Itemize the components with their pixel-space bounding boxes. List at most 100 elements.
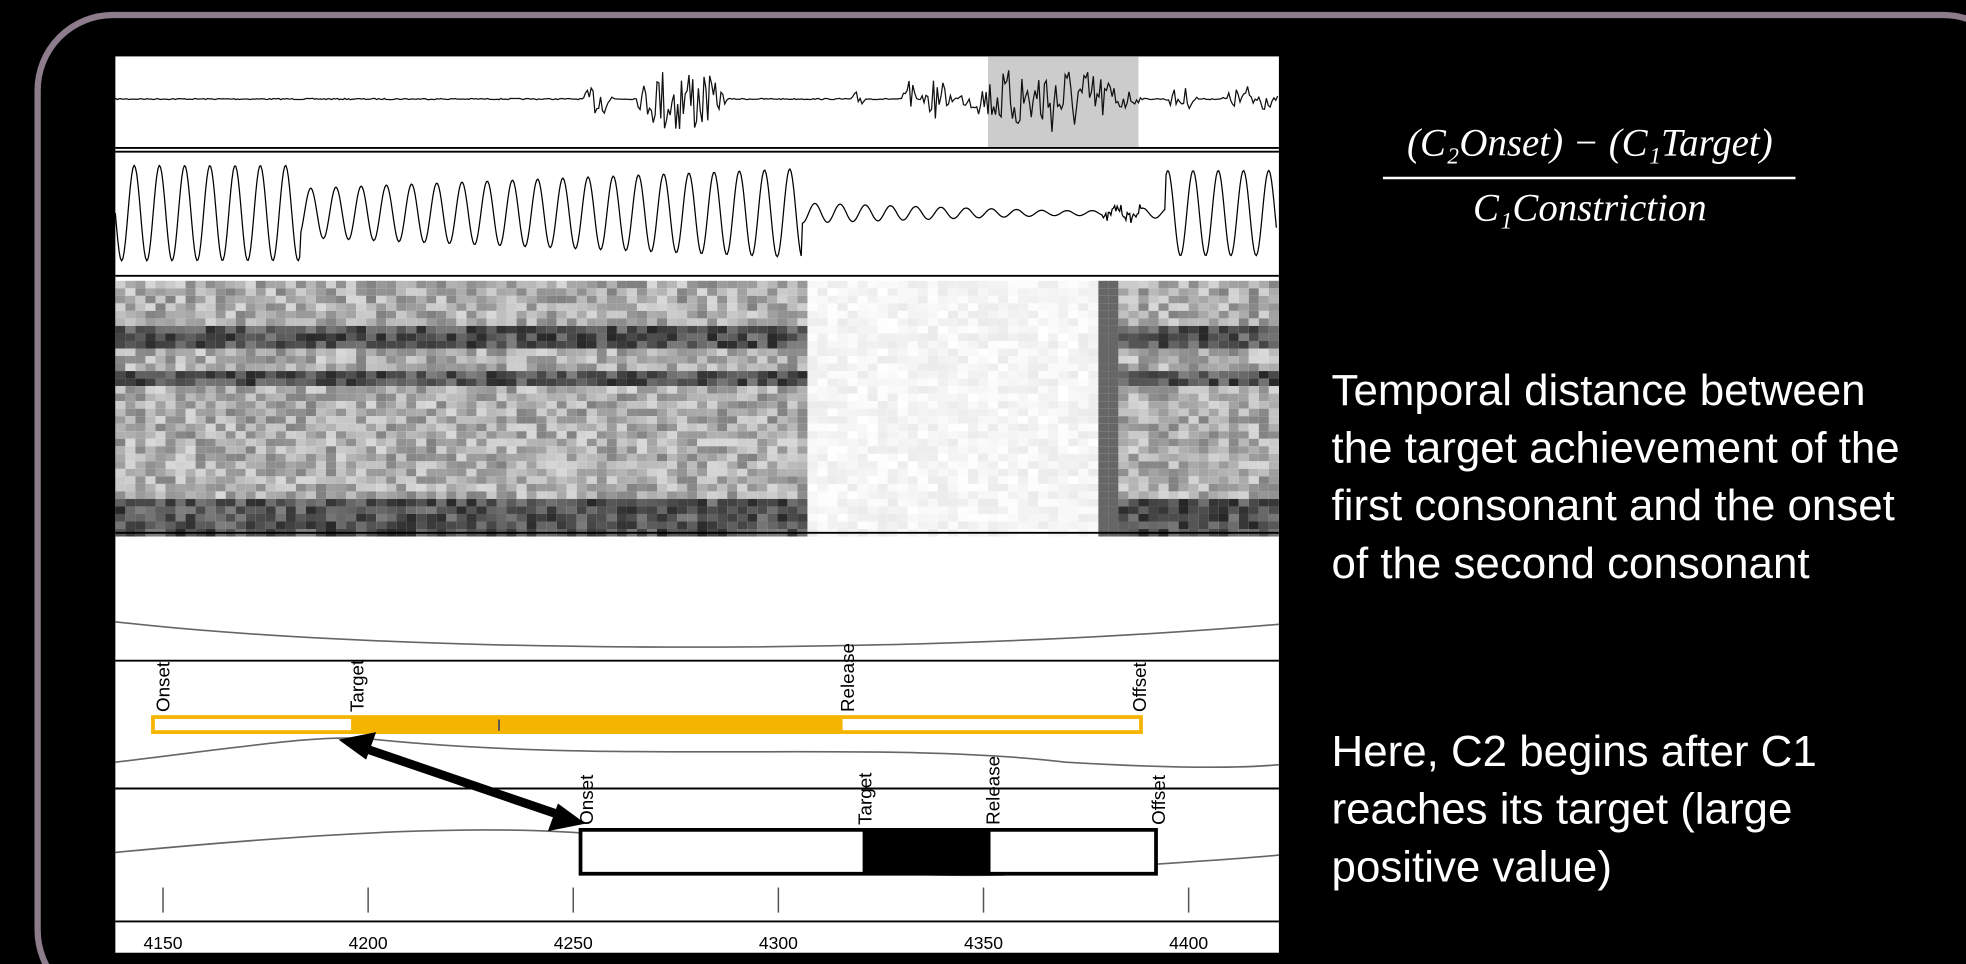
spectrogram-cell — [627, 506, 637, 514]
spectrogram-cell — [497, 401, 507, 409]
spectrogram-cell — [627, 439, 637, 447]
spectrogram-cell — [1169, 439, 1179, 447]
spectrogram-cell — [988, 499, 998, 507]
spectrogram-cell — [1259, 484, 1269, 492]
spectrogram-cell — [918, 379, 928, 387]
spectrogram-cell — [166, 348, 176, 356]
spectrogram-cell — [456, 394, 466, 402]
spectrogram-cell — [928, 379, 938, 387]
spectrogram-cell — [537, 296, 547, 304]
spectrogram-cell — [617, 401, 627, 409]
spectrogram-cell — [577, 364, 587, 372]
spectrogram-cell — [1028, 446, 1038, 454]
spectrogram-cell — [527, 439, 537, 447]
spectrogram-cell — [115, 409, 125, 417]
spectrogram-cell — [466, 364, 476, 372]
spectrogram-cell — [356, 484, 366, 492]
spectrogram-cell — [928, 318, 938, 326]
spectrogram-cell — [557, 318, 567, 326]
spectrogram-cell — [115, 303, 125, 311]
spectrogram-cell — [296, 379, 306, 387]
spectrogram-cell — [1229, 394, 1239, 402]
spectrogram-cell — [958, 364, 968, 372]
spectrogram-cell — [426, 356, 436, 364]
spectrogram-cell — [1179, 318, 1189, 326]
spectrogram-cell — [898, 476, 908, 484]
spectrogram-cell — [607, 416, 617, 424]
spectrogram-cell — [647, 401, 657, 409]
spectrogram-cell — [1088, 401, 1098, 409]
spectrogram-cell — [817, 499, 827, 507]
spectrogram-cell — [426, 281, 436, 289]
spectrogram-cell — [125, 394, 135, 402]
spectrogram-cell — [155, 476, 165, 484]
spectrogram-cell — [466, 461, 476, 469]
spectrogram-cell — [1108, 476, 1118, 484]
spectrogram-cell — [888, 439, 898, 447]
spectrogram-cell — [456, 499, 466, 507]
spectrogram-cell — [637, 499, 647, 507]
spectrogram-cell — [366, 424, 376, 432]
spectrogram-cell — [848, 506, 858, 514]
spectrogram-cell — [1169, 348, 1179, 356]
spectrogram-cell — [145, 506, 155, 514]
spectrogram-cell — [1249, 476, 1259, 484]
spectrogram-cell — [777, 348, 787, 356]
spectrogram-cell — [888, 469, 898, 477]
spectrogram-cell — [727, 394, 737, 402]
spectrogram-cell — [928, 514, 938, 522]
spectrogram-cell — [707, 371, 717, 379]
spectrogram-cell — [1018, 439, 1028, 447]
desc-line: first consonant and the onset — [1332, 481, 1895, 530]
spectrogram-cell — [547, 461, 557, 469]
spectrogram-cell — [416, 311, 426, 319]
spectrogram-cell — [1219, 476, 1229, 484]
spectrogram-cell — [918, 424, 928, 432]
spectrogram-cell — [186, 401, 196, 409]
spectrogram-cell — [968, 424, 978, 432]
spectrogram-cell — [908, 431, 918, 439]
spectrogram-cell — [1138, 386, 1148, 394]
spectrogram-cell — [587, 476, 597, 484]
spectrogram-cell — [517, 439, 527, 447]
spectrogram-cell — [1108, 439, 1118, 447]
spectrogram-cell — [246, 461, 256, 469]
spectrogram-cell — [446, 454, 456, 462]
spectrogram-cell — [1269, 303, 1279, 311]
spectrogram-cell — [436, 318, 446, 326]
spectrogram-cell — [1159, 386, 1169, 394]
spectrogram-cell — [145, 514, 155, 522]
spectrogram-cell — [326, 386, 336, 394]
spectrogram-cell — [135, 461, 145, 469]
spectrogram-cell — [647, 416, 657, 424]
spectrogram-cell — [276, 379, 286, 387]
spectrogram-cell — [1229, 386, 1239, 394]
spectrogram-cell — [1239, 303, 1249, 311]
spectrogram-cell — [186, 348, 196, 356]
spectrogram-cell — [436, 521, 446, 529]
spectrogram-cell — [797, 439, 807, 447]
spectrogram-cell — [1269, 416, 1279, 424]
spectrogram-cell — [737, 416, 747, 424]
spectrogram-cell — [858, 446, 868, 454]
spectrogram-cell — [998, 341, 1008, 349]
spectrogram-cell — [878, 288, 888, 296]
spectrogram-cell — [246, 386, 256, 394]
spectrogram-cell — [426, 348, 436, 356]
spectrogram-cell — [787, 371, 797, 379]
spectrogram-cell — [757, 476, 767, 484]
spectrogram-cell — [406, 424, 416, 432]
spectrogram-cell — [135, 491, 145, 499]
spectrogram-cell — [637, 424, 647, 432]
spectrogram-cell — [236, 303, 246, 311]
spectrogram-cell — [1249, 333, 1259, 341]
spectrogram-cell — [948, 296, 958, 304]
spectrogram-cell — [1249, 409, 1259, 417]
spectrogram-cell — [547, 288, 557, 296]
spectrogram-cell — [486, 514, 496, 522]
spectrogram-cell — [577, 506, 587, 514]
spectrogram-cell — [848, 311, 858, 319]
spectrogram-cell — [928, 386, 938, 394]
spectrogram-cell — [567, 364, 577, 372]
spectrogram-cell — [697, 484, 707, 492]
